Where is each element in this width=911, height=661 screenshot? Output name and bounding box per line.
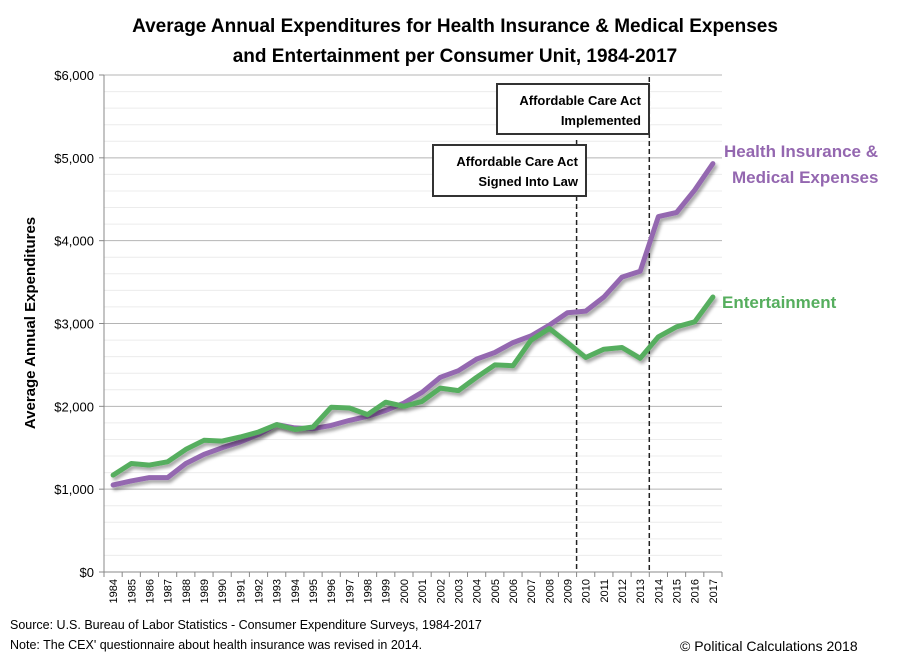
y-tick-label: $5,000 [54, 151, 94, 166]
aca-signed-text: Signed Into Law [478, 174, 579, 189]
x-tick-label: 2003 [453, 579, 465, 603]
y-tick-label: $6,000 [54, 68, 94, 83]
y-axis-label: Average Annual Expenditures [22, 217, 39, 429]
aca-implemented-text: Affordable Care Act [519, 93, 641, 108]
x-tick-label: 1998 [363, 579, 375, 603]
y-tick-label: $3,000 [54, 317, 94, 332]
annotations: Affordable Care Act Signed Into Law Afford… [432, 77, 651, 572]
copyright: © Political Calculations 2018 [680, 638, 858, 654]
x-tick-label: 1985 [126, 579, 138, 603]
x-tick-label: 2017 [708, 579, 720, 603]
series-line-entertainment [110, 294, 716, 478]
axes [99, 74, 723, 577]
x-tick-label: 1990 [217, 579, 229, 603]
x-tick-label: 2002 [435, 579, 447, 603]
y-tick-labels: $0 $1,000 $2,000 $3,000 $4,000 $5,000 $6,000 [54, 68, 94, 580]
series-lines [110, 161, 716, 488]
x-tick-label: 2000 [399, 579, 411, 603]
x-tick-label: 1999 [381, 579, 393, 603]
x-tick-label: 2014 [653, 579, 665, 603]
x-tick-label: 2004 [472, 579, 484, 603]
x-tick-label: 1991 [235, 579, 247, 603]
x-tick-label: 2006 [508, 579, 520, 603]
x-tick-label: 1984 [108, 579, 120, 603]
aca-implemented-box [496, 83, 650, 135]
y-tick-label: $0 [80, 565, 94, 580]
x-tick-label: 2015 [672, 579, 684, 603]
series-label: Entertainment [722, 293, 837, 312]
chart-title-line2: and Entertainment per Consumer Unit, 198… [233, 46, 678, 67]
x-tick-label: 2012 [617, 579, 629, 603]
aca-signed-box [432, 144, 587, 197]
aca-implemented-text: Implemented [561, 113, 641, 128]
questionnaire-note: Note: The CEX' questionnaire about healt… [10, 638, 423, 652]
source-note: Source: U.S. Bureau of Labor Statistics … [10, 618, 482, 632]
x-tick-label: 2011 [599, 579, 611, 603]
x-tick-label: 2016 [690, 579, 702, 603]
x-tick-label: 1996 [326, 579, 338, 603]
x-tick-label: 2001 [417, 579, 429, 603]
x-tick-label: 1986 [144, 579, 156, 603]
x-tick-label: 2013 [635, 579, 647, 603]
x-tick-label: 1989 [199, 579, 211, 603]
y-tick-label: $2,000 [54, 399, 94, 414]
x-tick-label: 2007 [526, 579, 538, 603]
aca-signed-text: Affordable Care Act [456, 154, 578, 169]
y-tick-label: $4,000 [54, 234, 94, 249]
x-tick-label: 2009 [563, 579, 575, 603]
series-labels: Health Insurance & Medical Expenses Entert… [722, 142, 878, 312]
y-tick-label: $1,000 [54, 482, 94, 497]
x-tick-label: 1992 [254, 579, 266, 603]
x-tick-label: 2005 [490, 579, 502, 603]
x-tick-label: 1997 [344, 579, 356, 603]
series-line-health-insurance [110, 161, 716, 488]
series-label: Health Insurance & [724, 142, 878, 161]
series-label: Medical Expenses [732, 168, 878, 187]
chart-title: Average Annual Expenditures for Health I… [132, 16, 778, 37]
x-tick-labels: 1984 1985 1986 1987 1988 1989 1990 1991 1992 1993… [108, 579, 720, 603]
x-tick-label: 2010 [581, 579, 593, 603]
x-tick-label: 1993 [272, 579, 284, 603]
x-tick-label: 1994 [290, 579, 302, 603]
x-tick-label: 1987 [163, 579, 175, 603]
x-tick-label: 1988 [181, 579, 193, 603]
x-tick-label: 2008 [544, 579, 556, 603]
major-gridlines [104, 74, 722, 490]
x-tick-label: 1995 [308, 579, 320, 603]
